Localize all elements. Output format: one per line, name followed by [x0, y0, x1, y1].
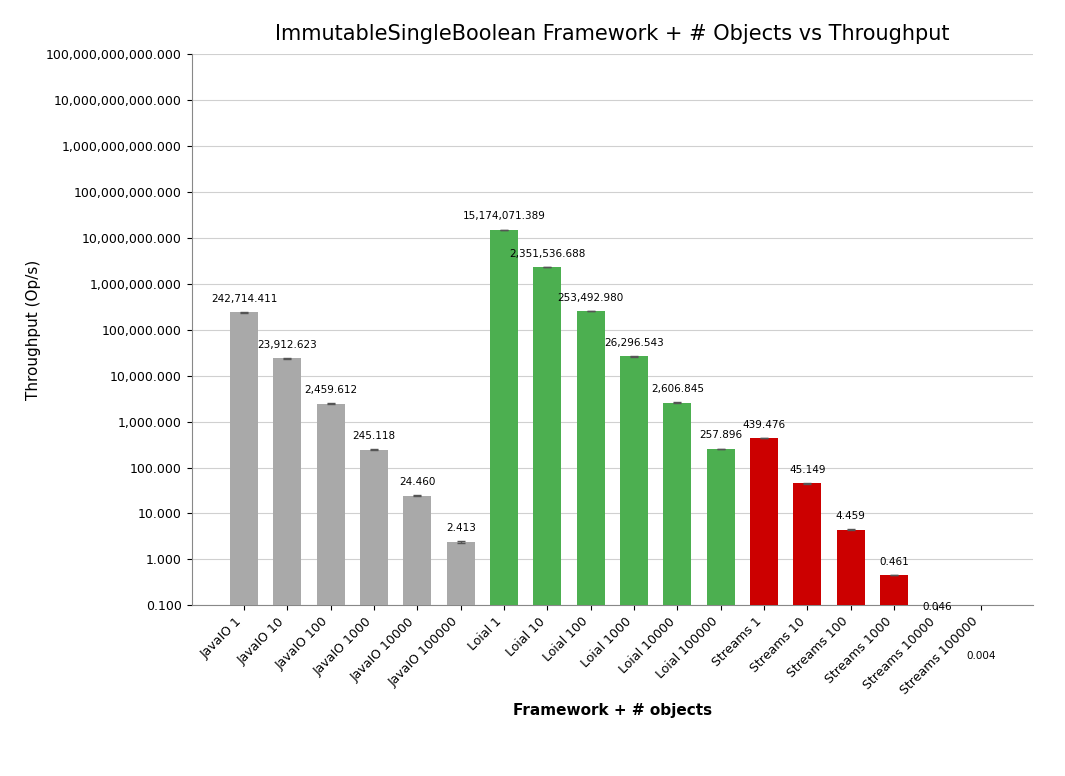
Text: 23,912.623: 23,912.623	[258, 340, 317, 350]
Bar	[446, 542, 475, 776]
Text: 0.046: 0.046	[922, 602, 952, 612]
Bar	[663, 403, 691, 776]
Bar	[534, 267, 561, 776]
Bar	[880, 575, 908, 776]
Bar	[923, 621, 951, 776]
Text: 2.413: 2.413	[446, 523, 476, 533]
Bar	[750, 438, 779, 776]
Bar	[793, 483, 821, 776]
Bar	[967, 670, 995, 776]
Text: 242,714.411: 242,714.411	[211, 293, 277, 303]
Bar	[837, 529, 865, 776]
Text: 26,296.543: 26,296.543	[604, 338, 663, 348]
X-axis label: Framework + # objects: Framework + # objects	[513, 703, 711, 718]
Bar	[576, 311, 605, 776]
Text: 4.459: 4.459	[836, 511, 866, 521]
Text: 2,606.845: 2,606.845	[651, 384, 704, 394]
Title: ImmutableSingleBoolean Framework + # Objects vs Throughput: ImmutableSingleBoolean Framework + # Obj…	[275, 24, 950, 44]
Text: 0.004: 0.004	[966, 651, 996, 661]
Bar	[316, 404, 345, 776]
Text: 15,174,071.389: 15,174,071.389	[462, 212, 545, 221]
Text: 0.461: 0.461	[880, 556, 908, 566]
Bar	[274, 359, 301, 776]
Bar	[620, 356, 649, 776]
Text: 2,351,536.688: 2,351,536.688	[509, 248, 586, 258]
Text: 439.476: 439.476	[742, 420, 786, 430]
Bar	[490, 230, 518, 776]
Bar	[707, 449, 735, 776]
Bar	[360, 449, 388, 776]
Text: 45.149: 45.149	[789, 465, 825, 475]
Y-axis label: Throughput (Op/s): Throughput (Op/s)	[26, 260, 40, 400]
Text: 257.896: 257.896	[699, 431, 742, 441]
Text: 245.118: 245.118	[353, 431, 395, 442]
Bar	[404, 496, 431, 776]
Text: 253,492.980: 253,492.980	[558, 293, 624, 303]
Text: 2,459.612: 2,459.612	[305, 385, 357, 395]
Text: 24.460: 24.460	[399, 477, 436, 487]
Bar	[230, 312, 258, 776]
